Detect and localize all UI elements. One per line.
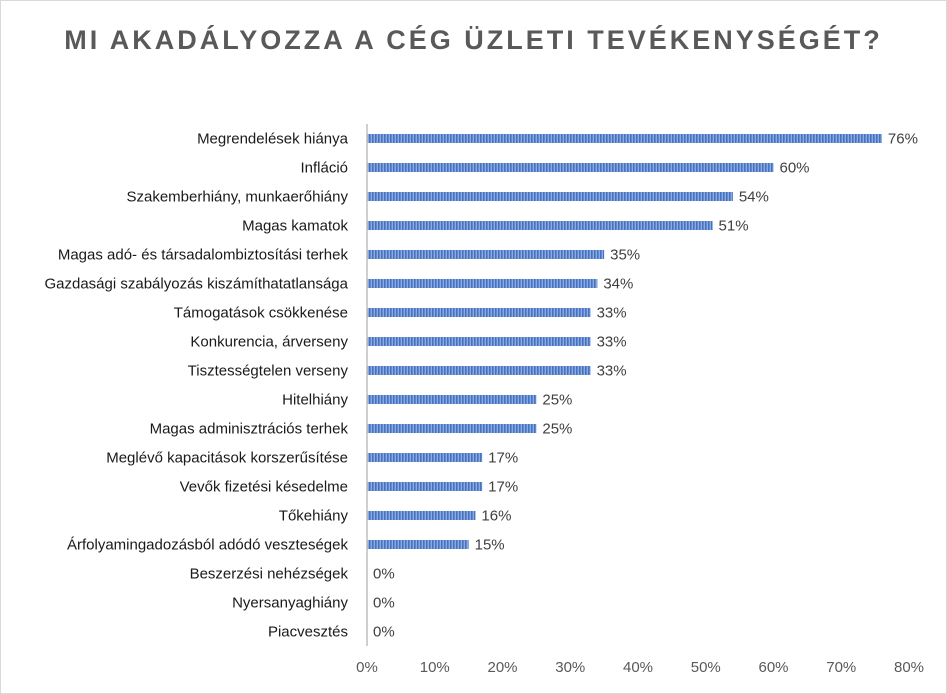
data-label: 0% [373, 566, 395, 583]
bar [367, 453, 483, 462]
data-label: 33% [597, 334, 627, 351]
data-label: 76% [888, 131, 918, 148]
data-label: 25% [542, 421, 572, 438]
data-label: 0% [373, 624, 395, 641]
category-label: Tisztességtelen verseny [188, 363, 349, 380]
category-label: Nyersanyaghiány [232, 595, 348, 612]
data-label: 35% [610, 247, 640, 264]
category-label: Meglévő kapacitások korszerűsítése [106, 450, 348, 467]
category-label: Magas kamatok [242, 218, 348, 235]
bar [367, 424, 537, 433]
x-tick-label: 80% [894, 659, 924, 676]
x-tick-label: 50% [691, 659, 721, 676]
data-label: 0% [373, 595, 395, 612]
x-tick-label: 0% [356, 659, 378, 676]
category-label: Gazdasági szabályozás kiszámíthatatlansá… [44, 276, 348, 293]
category-label: Árfolyamingadozásból adódó veszteségek [67, 537, 349, 554]
x-tick-label: 70% [826, 659, 856, 676]
data-label: 17% [488, 450, 518, 467]
category-label: Beszerzési nehézségek [190, 566, 349, 583]
x-tick-label: 10% [420, 659, 450, 676]
bar [367, 308, 591, 317]
bar [367, 192, 733, 201]
data-label: 34% [603, 276, 633, 293]
data-label: 51% [719, 218, 749, 235]
data-label: 15% [475, 537, 505, 554]
bar [367, 163, 774, 172]
bar [367, 511, 476, 520]
x-tick-label: 30% [555, 659, 585, 676]
bar [367, 134, 882, 143]
bar [367, 221, 713, 230]
x-tick-label: 40% [623, 659, 653, 676]
bar [367, 279, 598, 288]
data-label: 25% [542, 392, 572, 409]
bar [367, 250, 605, 259]
category-label: Vevők fizetési késedelme [180, 479, 348, 496]
x-tick-label: 20% [487, 659, 517, 676]
category-label: Konkurencia, árverseny [190, 334, 348, 351]
bar [367, 540, 469, 549]
category-label: Magas adminisztrációs terhek [150, 421, 349, 438]
category-label: Piacvesztés [268, 624, 348, 641]
bar [367, 482, 483, 491]
bar [367, 395, 537, 404]
data-label: 17% [488, 479, 518, 496]
category-label: Hitelhiány [282, 392, 348, 409]
category-label: Szakemberhiány, munkaerőhiány [126, 189, 348, 206]
bar [367, 337, 591, 346]
category-label: Megrendelések hiánya [197, 131, 349, 148]
category-label: Magas adó- és társadalombiztosítási terh… [58, 247, 349, 264]
x-tick-label: 60% [758, 659, 788, 676]
bar [367, 366, 591, 375]
data-label: 33% [597, 363, 627, 380]
data-label: 60% [780, 160, 810, 177]
category-label: Infláció [300, 160, 348, 177]
chart-title: MI AKADÁLYOZZA A CÉG ÜZLETI TEVÉKENYSÉGÉ… [64, 25, 883, 55]
category-label: Támogatások csökkenése [174, 305, 348, 322]
data-label: 33% [597, 305, 627, 322]
data-label: 16% [481, 508, 511, 525]
data-label: 54% [739, 189, 769, 206]
category-label: Tőkehiány [279, 508, 349, 525]
